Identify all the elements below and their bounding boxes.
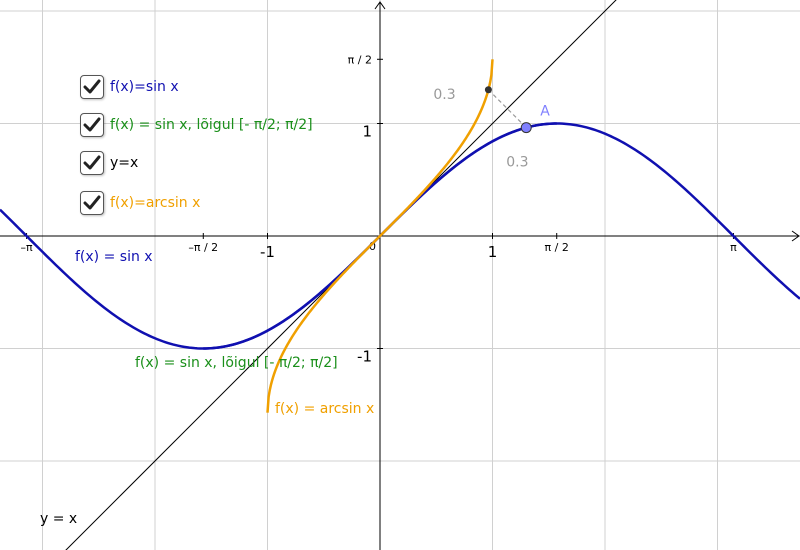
point-a[interactable] (520, 122, 532, 134)
checkmark-icon (83, 155, 101, 170)
checkbox-sin[interactable]: f(x)=sin x (80, 72, 179, 102)
arcsin-curve-label: f(x) = arcsin x (275, 401, 374, 417)
y-tick-label: 1 (362, 123, 372, 141)
x-axis-arrow (791, 230, 800, 242)
arcsin-curve[interactable] (266, 59, 494, 413)
point-a-label: A (540, 104, 550, 120)
checkmark-icon (83, 79, 101, 94)
origin-label: 0 (369, 240, 376, 253)
distance-label: 0.3 (506, 155, 528, 171)
checkbox-label: f(x)=arcsin x (110, 195, 201, 211)
identity-line-label: y = x (40, 511, 77, 527)
checkbox-label: f(x)=sin x (110, 79, 179, 95)
points: A 0.3 0.3 (433, 86, 550, 171)
checkmark-icon (83, 195, 101, 210)
checkbox-arcsin[interactable]: f(x)=arcsin x (80, 188, 200, 218)
y-tick-label: π / 2 (348, 53, 372, 66)
x-tick-label: -1 (260, 243, 275, 261)
x-tick-label: π (730, 241, 737, 254)
checkbox-sin-restricted[interactable]: f(x) = sin x, lõigul [- π/2; π/2] (80, 110, 313, 140)
y-tick-label: -1 (357, 348, 372, 366)
checkbox-label: f(x) = sin x, lõigul [- π/2; π/2] (110, 117, 313, 133)
sin-curve-label: f(x) = sin x (75, 249, 153, 265)
axis-ticks: –π –π / 2 -1 1 π / 2 π π / 2 1 -1 0 (21, 53, 738, 365)
checkbox-identity[interactable]: y=x (80, 148, 138, 178)
x-tick-label: –π (21, 241, 34, 254)
sin-restricted-curve-label: f(x) = sin x, lõigul [- π/2; π/2] (135, 355, 338, 371)
checkbox-box[interactable] (80, 75, 104, 99)
x-tick-label: π / 2 (545, 241, 569, 254)
x-tick-label: 1 (488, 243, 498, 261)
checkbox-label: y=x (110, 155, 139, 171)
distance-label: 0.3 (433, 87, 455, 103)
reflection-point[interactable] (484, 86, 492, 94)
checkmark-icon (83, 117, 101, 132)
curve-labels: f(x) = sin x f(x) = sin x, lõigul [- π/2… (40, 249, 374, 527)
checkbox-box[interactable] (80, 191, 104, 215)
checkbox-box[interactable] (80, 151, 104, 175)
y-axis-arrow (374, 1, 386, 10)
reflection-segment (487, 89, 527, 129)
checkbox-box[interactable] (80, 113, 104, 137)
x-tick-label: –π / 2 (188, 241, 218, 254)
